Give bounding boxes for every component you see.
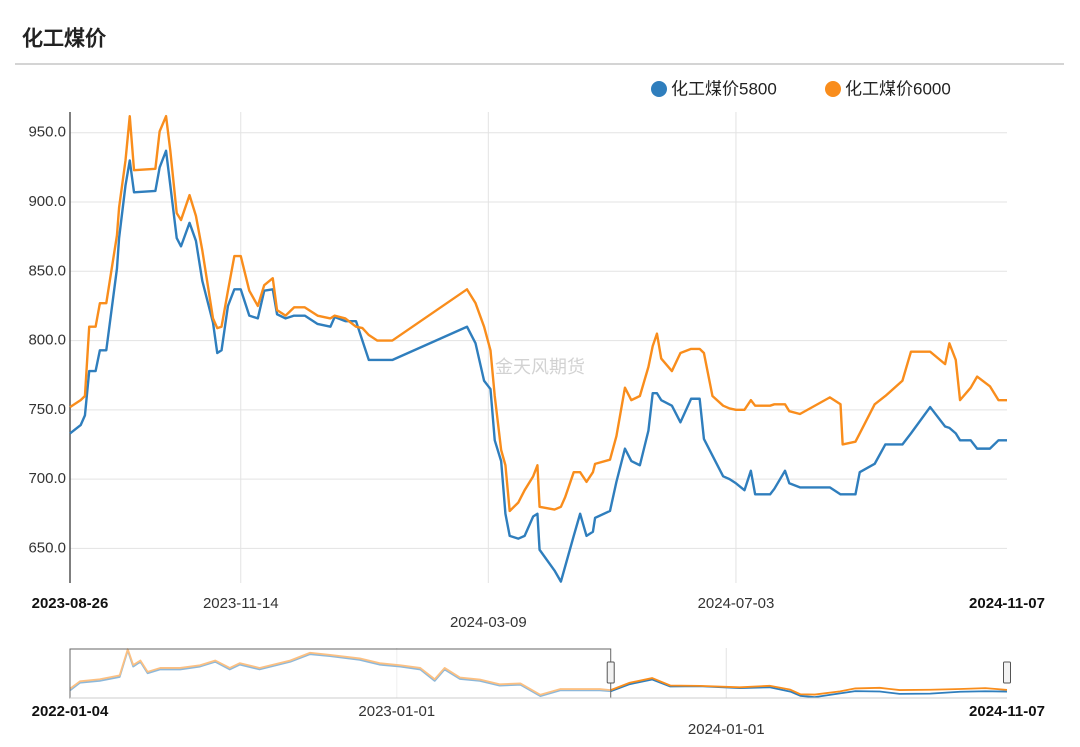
navigator: 2022-01-04 2023-01-01 2024-01-01 2024-11-07 bbox=[32, 648, 1045, 738]
y-tick-label: 850.0 bbox=[28, 262, 66, 279]
x-tick-label: 2024-11-07 bbox=[969, 703, 1045, 720]
x-tick-label: 2024-01-01 bbox=[688, 721, 765, 738]
x-tick-label: 2024-03-09 bbox=[450, 614, 527, 631]
x-tick-label: 2024-07-03 bbox=[698, 595, 775, 612]
legend-swatch bbox=[825, 81, 841, 97]
legend-label: 化工煤价5800 bbox=[671, 79, 777, 98]
legend-label: 化工煤价6000 bbox=[845, 79, 951, 98]
chart-title: 化工煤价 bbox=[22, 27, 107, 51]
x-tick-label: 2023-01-01 bbox=[358, 703, 435, 720]
legend-item[interactable]: 化工煤价5800 bbox=[651, 79, 777, 98]
y-tick-label: 800.0 bbox=[28, 332, 66, 349]
x-tick-label: 2023-08-26 bbox=[32, 595, 109, 612]
x-tick-label: 2024-11-07 bbox=[969, 595, 1045, 612]
x-tick-label: 2023-11-14 bbox=[203, 595, 279, 612]
series-line bbox=[69, 648, 1008, 696]
main-plot: 650.0 700.0 750.0 800.0 850.0 900.0 950.0 2023-… bbox=[28, 79, 1045, 630]
y-tick-label: 650.0 bbox=[28, 539, 66, 556]
x-tick-label: 2022-01-04 bbox=[32, 703, 109, 720]
y-tick-label: 750.0 bbox=[28, 401, 66, 418]
y-tick-label: 700.0 bbox=[28, 470, 66, 487]
y-tick-label: 900.0 bbox=[28, 193, 66, 210]
watermark: 金天风期货 bbox=[495, 357, 585, 377]
navigator-handle[interactable] bbox=[1003, 661, 1011, 684]
series-line bbox=[69, 149, 1007, 583]
series-line bbox=[69, 114, 1007, 513]
y-tick-label: 950.0 bbox=[28, 124, 66, 141]
series-line bbox=[69, 649, 1008, 699]
navigator-mask bbox=[69, 648, 612, 699]
legend-item[interactable]: 化工煤价6000 bbox=[825, 79, 951, 98]
navigator-handle[interactable] bbox=[606, 661, 615, 684]
legend-swatch bbox=[651, 81, 667, 97]
